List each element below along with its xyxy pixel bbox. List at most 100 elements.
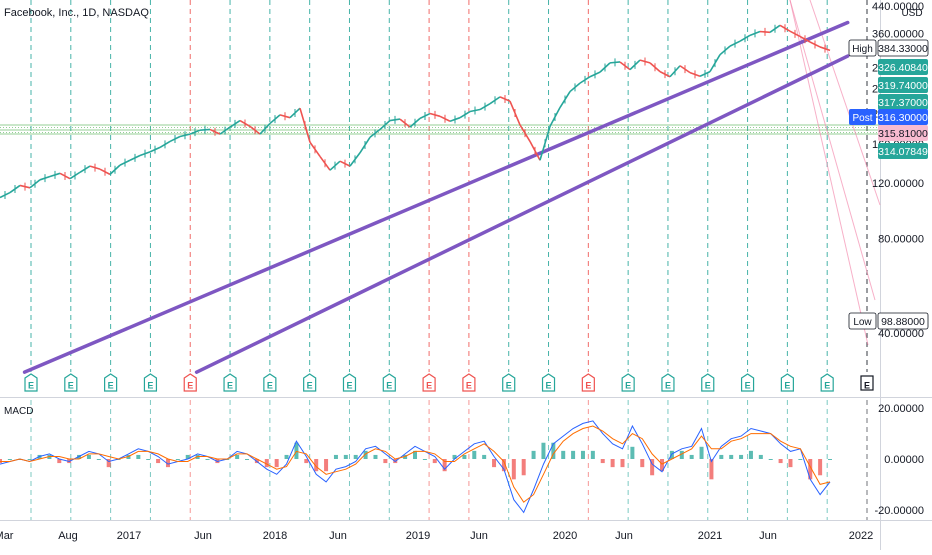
channel-line-lower[interactable] (194, 54, 850, 374)
macd-histogram-bar (818, 459, 823, 476)
price-badge-l5[interactable]: 314.07849 (878, 143, 928, 159)
earnings-event-marker[interactable]: E (104, 373, 118, 392)
macd-histogram-bar (511, 459, 516, 480)
macd-histogram-bar (136, 454, 141, 459)
earnings-event-marker[interactable]: E (303, 373, 317, 392)
macd-histogram-bar (422, 459, 427, 460)
macd-histogram-bar (294, 442, 299, 459)
event-marker-box (64, 373, 78, 392)
price-badge-value: 326.40840 (878, 62, 928, 74)
price-badge-tag: Low (853, 317, 872, 328)
event-marker-letter: E (267, 381, 273, 391)
earnings-event-marker[interactable]: E (422, 373, 436, 392)
earnings-event-marker[interactable]: E (621, 373, 635, 392)
event-marker-box (661, 373, 675, 392)
price-badge-post[interactable]: 316.30000 Post (849, 109, 928, 125)
price-tick-label: 80.00000 (878, 233, 924, 245)
earnings-event-marker[interactable]: E (24, 373, 38, 392)
macd-histogram-bar (590, 450, 595, 459)
earnings-event-marker[interactable]: E (183, 373, 197, 392)
price-badge-l1[interactable]: 326.40840 (878, 59, 928, 75)
event-marker-box (541, 373, 556, 392)
time-tick-label: 2017 (117, 530, 141, 542)
earnings-event-marker[interactable]: E (143, 373, 158, 392)
macd-histogram-bar (561, 450, 566, 459)
earnings-event-marker[interactable]: E (780, 373, 794, 392)
earnings-event-marker[interactable]: E (860, 375, 874, 391)
macd-histogram-bar (531, 450, 536, 459)
event-marker-letter: E (745, 381, 751, 391)
event-marker-letter: E (187, 381, 193, 391)
earnings-event-marker[interactable]: E (820, 373, 834, 392)
macd-histogram-bar (699, 446, 704, 459)
event-marker-letter: E (585, 381, 591, 391)
price-badge-tag-box (848, 312, 877, 330)
event-marker-box (382, 373, 396, 392)
macd-histogram-bar (245, 459, 250, 460)
price-badge-low[interactable]: 98.88000 Low (848, 312, 929, 330)
macd-histogram-bar (719, 454, 724, 459)
macd-histogram-bar (363, 450, 368, 459)
earnings-event-marker[interactable]: E (263, 373, 277, 392)
macd-histogram-bar (758, 454, 763, 459)
earnings-event-marker[interactable]: E (581, 373, 595, 392)
price-badge-l2[interactable]: 319.74000 (878, 77, 928, 93)
macd-histogram-bar (472, 450, 477, 459)
earnings-event-marker[interactable]: E (701, 373, 715, 392)
macd-histogram-bar (343, 454, 348, 459)
macd-histogram-bar (284, 454, 289, 459)
macd-histogram-bar (333, 454, 338, 459)
earnings-event-marker[interactable]: E (342, 373, 357, 392)
earnings-event-marker[interactable]: E (382, 373, 396, 392)
time-tick-label: Jun (615, 530, 633, 542)
price-badge-box (877, 39, 929, 57)
earnings-event-marker[interactable]: E (502, 373, 516, 392)
channel-line-upper[interactable] (22, 20, 850, 374)
event-marker-letter: E (28, 381, 34, 391)
price-badge-l3[interactable]: 317.37000 (878, 94, 928, 110)
event-marker-letter: E (386, 381, 392, 391)
earnings-event-marker[interactable]: E (661, 373, 675, 392)
macd-histogram-bar (146, 459, 151, 460)
macd-histogram-bar (274, 459, 279, 468)
macd-histogram-bar (106, 459, 111, 468)
event-marker-letter: E (147, 381, 153, 391)
price-badge-box (877, 312, 929, 330)
chart-title: Facebook, Inc., 1D, NASDAQ (4, 7, 149, 19)
earnings-event-marker[interactable]: E (740, 373, 755, 392)
macd-histogram-bar (778, 459, 783, 464)
macd-histogram-bar (551, 442, 556, 459)
macd-histogram-bar (205, 459, 210, 460)
price-tick-label: 440.00000 (872, 1, 924, 13)
macd-histogram-bar (669, 450, 674, 459)
event-marker-letter: E (426, 381, 432, 391)
event-marker-box (183, 373, 197, 392)
event-marker-box (263, 373, 277, 392)
macd-histogram-bar (620, 459, 625, 468)
price-badge-tag: Post (852, 113, 872, 124)
earnings-event-marker[interactable]: E (223, 373, 237, 392)
macd-histogram-bar (492, 459, 497, 468)
macd-histogram-bar (96, 459, 101, 460)
price-badge-l4[interactable]: 315.81000 (878, 125, 928, 141)
price-badge-value: 319.74000 (878, 80, 928, 92)
price-badge-box (878, 77, 928, 93)
earnings-event-marker[interactable]: E (541, 373, 556, 392)
event-marker-box (740, 373, 755, 392)
price-badge-high[interactable]: 384.33000 High (848, 39, 929, 57)
macd-histogram-bar (165, 459, 170, 468)
macd-histogram-bar (175, 459, 180, 460)
earnings-event-marker[interactable]: E (462, 373, 476, 392)
macd-histogram-bar (501, 459, 506, 472)
event-marker-letter: E (625, 381, 631, 391)
event-marker-box (581, 373, 595, 392)
price-badge-box (878, 143, 928, 159)
macd-histogram-bar (630, 446, 635, 459)
event-marker-letter: E (466, 381, 472, 391)
macd-tick-label: -20.00000 (874, 505, 924, 517)
event-marker-letter: E (864, 381, 870, 391)
macd-histogram-bar (788, 459, 793, 468)
earnings-event-marker[interactable]: E (64, 373, 78, 392)
